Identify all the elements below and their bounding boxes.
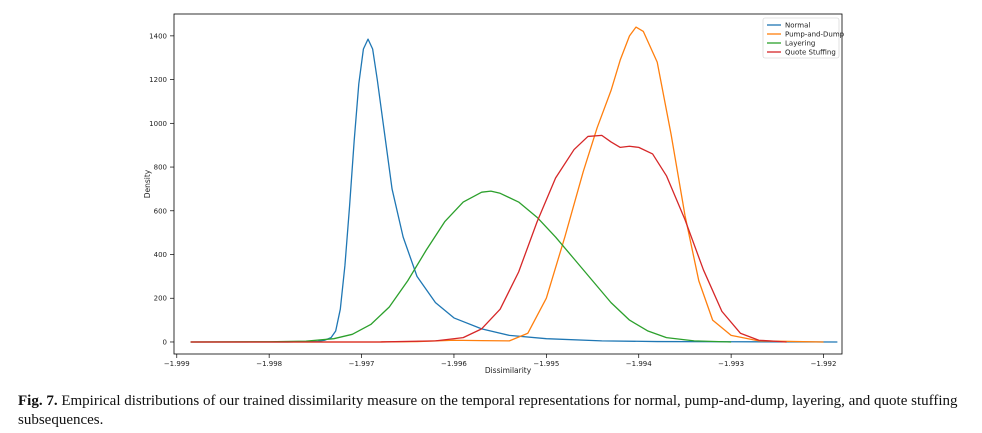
series-line-layering [190,190,732,343]
legend-label-normal: Normal [785,22,810,30]
caption-text: Empirical distributions of our trained d… [18,393,958,428]
y-axis-ticks: 0 200 400 600 800 1000 1200 1400 [149,32,174,346]
y-tick-label: 200 [154,295,167,303]
series-line-normal [190,38,838,343]
series-lines [190,26,838,343]
legend-label-layering: Layering [785,40,815,48]
legend-label-quote-stuffing: Quote Stuffing [785,49,836,57]
x-axis-label: Dissimilarity [485,366,532,375]
x-tick-label: −1.999 [164,360,190,368]
y-tick-label: 1200 [149,76,167,84]
y-axis-label: Density [143,169,152,198]
y-tick-label: 1000 [149,120,167,128]
x-tick-label: −1.994 [626,360,652,368]
x-tick-label: −1.996 [441,360,467,368]
y-tick-label: 600 [154,207,167,215]
legend-label-pump-and-dump: Pump-and-Dump [785,31,845,39]
figure-label: Fig. 7. [18,393,58,409]
x-tick-label: −1.998 [256,360,282,368]
x-tick-label: −1.995 [533,360,559,368]
plot-frame [173,13,843,355]
y-tick-label: 1400 [149,32,167,40]
y-tick-label: 0 [163,338,167,346]
series-line-pump-and-dump [190,26,824,343]
legend-box [762,17,840,59]
x-tick-label: −1.992 [811,360,837,368]
x-tick-label: −1.997 [349,360,375,368]
y-tick-label: 800 [154,164,167,172]
series-line-quote-stuffing [190,134,787,343]
x-axis-ticks: −1.999 −1.998 −1.997 −1.996 −1.995 −1.994 −1.9… [164,354,837,368]
figure-caption: Fig. 7. Empirical distributions of our t… [18,392,968,430]
x-tick-label: −1.993 [718,360,744,368]
y-tick-label: 400 [154,251,167,259]
